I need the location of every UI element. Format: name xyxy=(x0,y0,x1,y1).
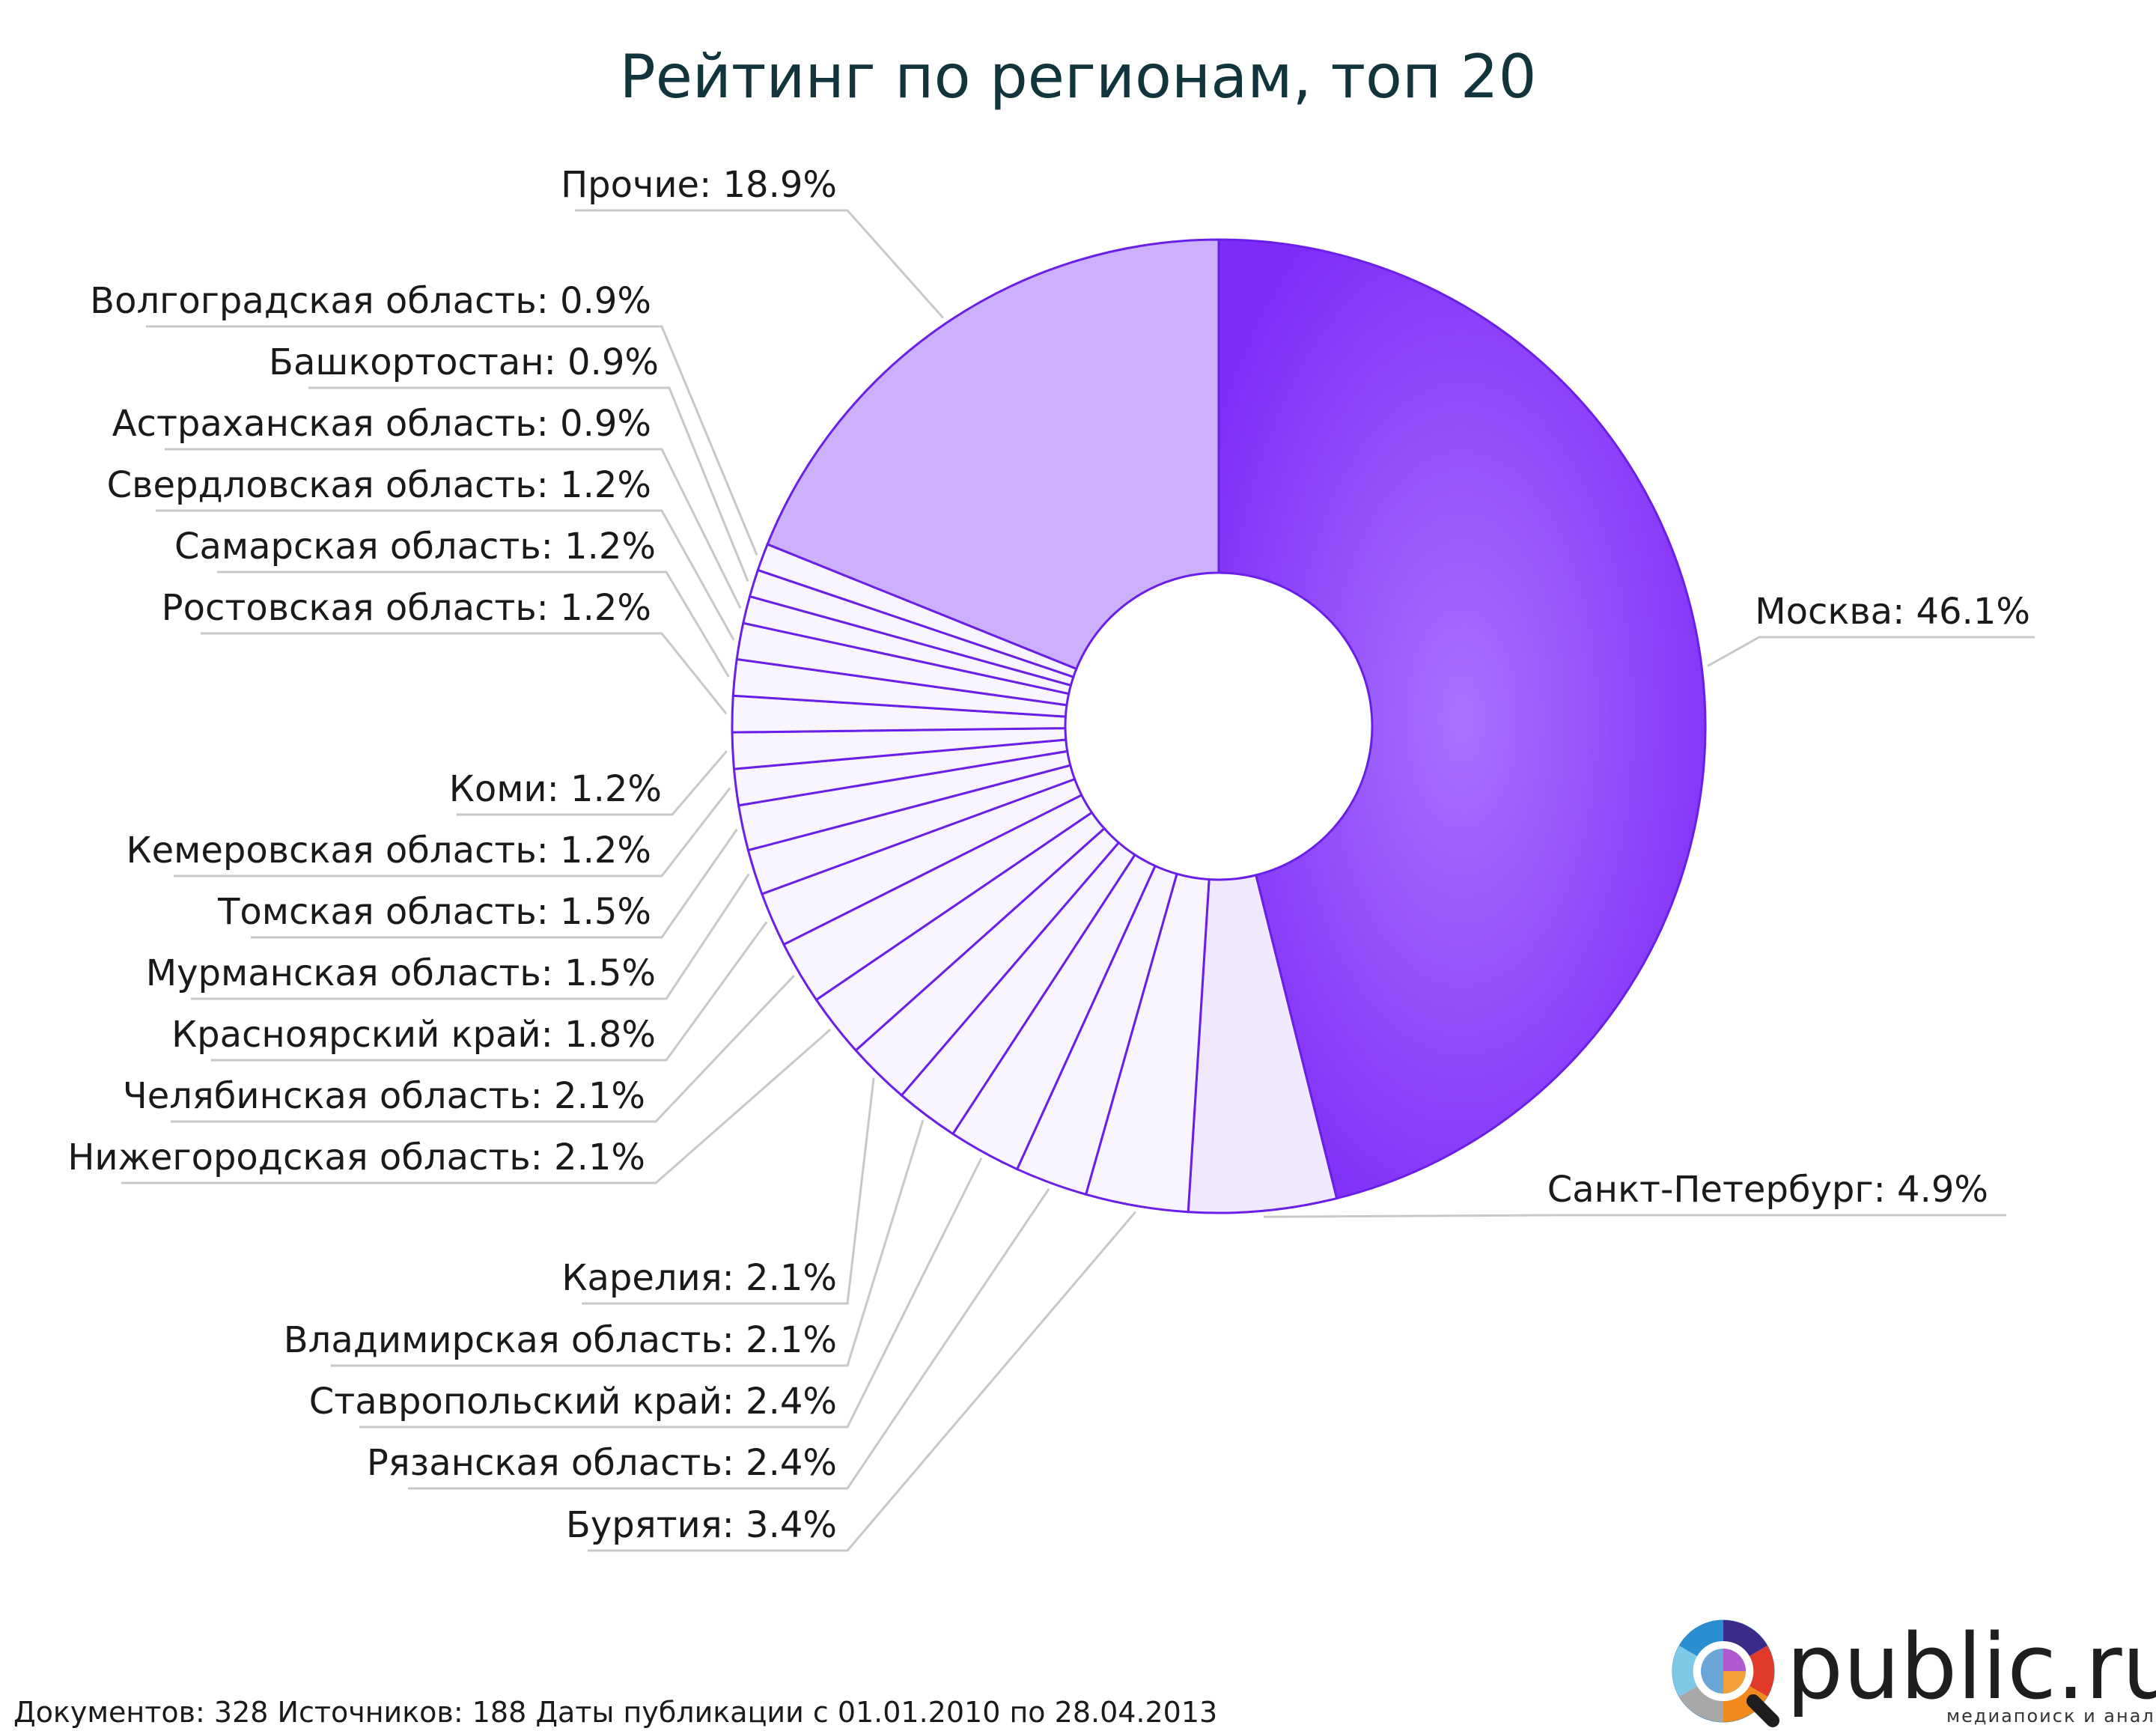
leader-line-ставропольский-край xyxy=(359,1157,983,1429)
slice-label-прочие: Прочие: 18.9% xyxy=(561,164,837,206)
leader-line-санкт-петербург xyxy=(1263,1214,2006,1218)
slice-label-челябинская-область: Челябинская область: 2.1% xyxy=(123,1075,645,1117)
leader-lines xyxy=(121,209,2035,1552)
slice-label-самарская-область: Самарская область: 1.2% xyxy=(174,526,656,568)
leader-line-астраханская-область xyxy=(165,448,742,609)
slice-прочие[interactable] xyxy=(766,238,1220,671)
slice-label-ставропольский-край: Ставропольский край: 2.4% xyxy=(309,1381,837,1423)
slice-label-томская-область: Томская область: 1.5% xyxy=(217,891,651,933)
leader-line-прочие xyxy=(575,209,944,319)
logo-ring-icon xyxy=(1672,1619,1779,1727)
slice-labels: Москва: 46.1% Санкт-Петербург: 4.9% Буряти… xyxy=(67,164,2030,1546)
footer-stats: Документов: 328 Источников: 188 Даты пуб… xyxy=(13,1696,1217,1729)
slice-label-москва: Москва: 46.1% xyxy=(1755,591,2030,633)
slice-label-волгоградская-область: Волгоградская область: 0.9% xyxy=(90,280,651,322)
leader-line-мурманская-область xyxy=(191,873,750,1000)
leader-line-волгоградская-область xyxy=(146,325,758,556)
slice-label-нижегородская-область: Нижегородская область: 2.1% xyxy=(67,1137,645,1178)
leader-line-томская-область xyxy=(251,828,738,939)
slice-label-астраханская-область: Астраханская область: 0.9% xyxy=(112,403,651,445)
leader-line-красноярский-край xyxy=(211,921,768,1062)
slice-label-санкт-петербург: Санкт-Петербург: 4.9% xyxy=(1547,1169,1988,1211)
leader-line-коми xyxy=(457,750,728,816)
brand-name: public.ru xyxy=(1786,1616,2156,1720)
leader-line-челябинская-область xyxy=(171,975,795,1123)
slice-label-мурманская-область: Мурманская область: 1.5% xyxy=(146,952,656,994)
slice-label-красноярский-край: Красноярский край: 1.8% xyxy=(171,1014,656,1056)
leader-line-самарская-область xyxy=(217,571,730,678)
leader-line-рязанская-область xyxy=(408,1187,1050,1490)
leader-line-карелия xyxy=(582,1077,875,1305)
leader-line-нижегородская-область xyxy=(121,1028,832,1184)
chart-title: Рейтинг по регионам, топ 20 xyxy=(619,42,1536,112)
slice-москва[interactable] xyxy=(1217,238,1707,1200)
brand-logo[interactable]: public.ru медиапоиск и анализ xyxy=(1672,1616,2156,1727)
leader-line-владимирская-область xyxy=(331,1119,925,1367)
leader-line-москва xyxy=(1707,636,2035,667)
leader-line-ростовская-область xyxy=(201,632,728,715)
slice-label-ростовская-область: Ростовская область: 1.2% xyxy=(162,587,651,629)
slice-label-бурятия: Бурятия: 3.4% xyxy=(566,1504,837,1546)
slice-label-рязанская-область: Рязанская область: 2.4% xyxy=(367,1442,837,1484)
leader-line-свердловская-область xyxy=(156,509,735,641)
leader-line-башкортостан xyxy=(308,386,749,582)
slice-label-коми: Коми: 1.2% xyxy=(449,768,662,810)
slice-label-владимирская-область: Владимирская область: 2.1% xyxy=(284,1319,837,1361)
slice-label-карелия: Карелия: 2.1% xyxy=(561,1257,837,1299)
slice-label-свердловская-область: Свердловская область: 1.2% xyxy=(107,464,651,506)
brand-tagline: медиапоиск и анализ xyxy=(1946,1706,2156,1727)
slice-label-кемеровская-область: Кемеровская область: 1.2% xyxy=(127,830,651,871)
leader-line-бурятия xyxy=(588,1211,1137,1552)
pie-slices xyxy=(731,238,1707,1214)
leader-line-кемеровская-область xyxy=(174,787,731,877)
slice-label-башкортостан: Башкортостан: 0.9% xyxy=(269,341,659,383)
